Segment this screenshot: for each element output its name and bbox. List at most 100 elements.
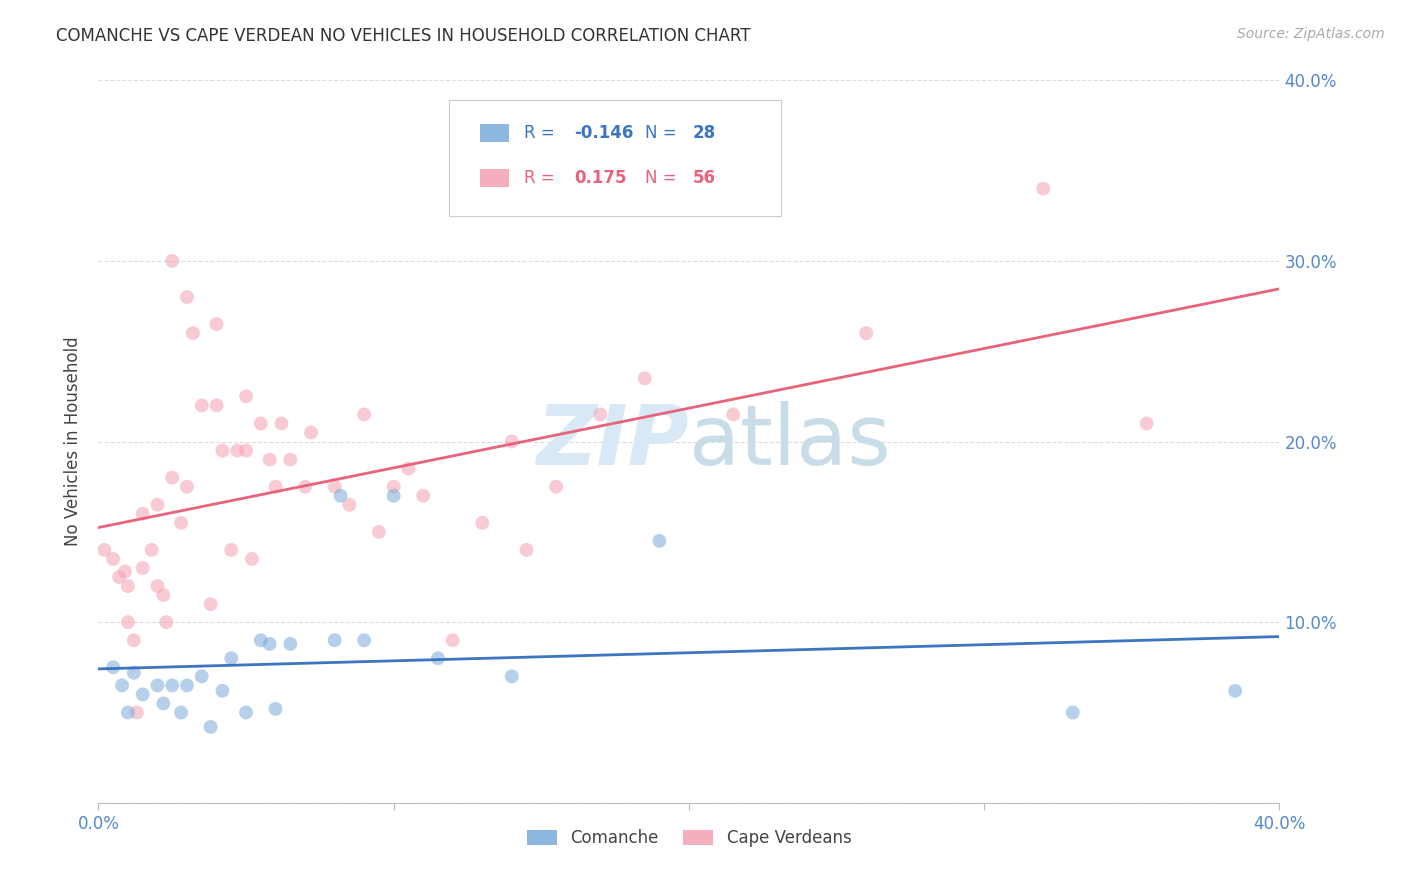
Point <box>353 408 375 422</box>
Point <box>93 542 115 557</box>
Point <box>221 651 243 665</box>
Point <box>235 443 257 458</box>
Point <box>152 697 174 711</box>
Text: -0.146: -0.146 <box>575 124 634 142</box>
Point <box>155 615 177 630</box>
Point <box>191 398 214 412</box>
Point <box>205 398 228 412</box>
Point <box>146 498 169 512</box>
Text: atlas: atlas <box>689 401 890 482</box>
Point <box>162 678 183 692</box>
Point <box>235 706 257 720</box>
Point <box>1136 417 1159 431</box>
Point <box>339 498 361 512</box>
Point <box>501 434 523 449</box>
FancyBboxPatch shape <box>449 100 782 216</box>
Point <box>176 480 198 494</box>
Legend: Comanche, Cape Verdeans: Comanche, Cape Verdeans <box>520 822 858 854</box>
Text: N =: N = <box>645 124 682 142</box>
Point <box>398 461 420 475</box>
Point <box>170 706 193 720</box>
Point <box>132 687 155 701</box>
Text: COMANCHE VS CAPE VERDEAN NO VEHICLES IN HOUSEHOLD CORRELATION CHART: COMANCHE VS CAPE VERDEAN NO VEHICLES IN … <box>56 27 751 45</box>
Point <box>353 633 375 648</box>
Point <box>648 533 671 548</box>
Point <box>264 480 287 494</box>
Point <box>200 597 222 611</box>
Point <box>162 471 183 485</box>
FancyBboxPatch shape <box>479 169 509 186</box>
Text: N =: N = <box>645 169 682 186</box>
Point <box>211 443 233 458</box>
Point <box>122 633 145 648</box>
Point <box>205 317 228 331</box>
Y-axis label: No Vehicles in Household: No Vehicles in Household <box>65 336 83 547</box>
Point <box>368 524 391 539</box>
Point <box>176 678 198 692</box>
Point <box>855 326 877 340</box>
Point <box>1225 683 1247 698</box>
Text: ZIP: ZIP <box>536 401 689 482</box>
Point <box>280 637 302 651</box>
Point <box>1032 182 1054 196</box>
Point <box>211 683 233 698</box>
Text: R =: R = <box>523 124 560 142</box>
Point <box>1062 706 1084 720</box>
Point <box>240 552 263 566</box>
Point <box>191 669 214 683</box>
Point <box>723 408 745 422</box>
Point <box>235 389 257 403</box>
Point <box>323 480 346 494</box>
Point <box>280 452 302 467</box>
Point <box>141 542 163 557</box>
Point <box>176 290 198 304</box>
Point <box>589 408 612 422</box>
Point <box>103 552 125 566</box>
Point <box>103 660 125 674</box>
Text: 28: 28 <box>693 124 716 142</box>
Point <box>125 706 148 720</box>
Point <box>111 678 134 692</box>
Point <box>181 326 204 340</box>
Point <box>200 720 222 734</box>
Point <box>170 516 193 530</box>
Text: 56: 56 <box>693 169 716 186</box>
Text: 0.175: 0.175 <box>575 169 627 186</box>
Point <box>117 615 139 630</box>
Point <box>259 637 281 651</box>
Point <box>427 651 450 665</box>
Point <box>122 665 145 680</box>
Point <box>146 579 169 593</box>
Point <box>294 480 316 494</box>
Point <box>471 516 494 530</box>
Text: Source: ZipAtlas.com: Source: ZipAtlas.com <box>1237 27 1385 41</box>
Point <box>117 579 139 593</box>
Point <box>259 452 281 467</box>
Point <box>501 669 523 683</box>
Point <box>117 706 139 720</box>
Point <box>221 542 243 557</box>
Point <box>152 588 174 602</box>
FancyBboxPatch shape <box>479 124 509 142</box>
Point <box>546 480 568 494</box>
Point <box>132 507 155 521</box>
Point <box>299 425 322 440</box>
Point <box>146 678 169 692</box>
Point <box>250 417 273 431</box>
Point <box>264 702 287 716</box>
Point <box>412 489 434 503</box>
Point <box>270 417 292 431</box>
Point <box>323 633 346 648</box>
Point <box>162 254 183 268</box>
Point <box>382 489 405 503</box>
Point <box>329 489 352 503</box>
Point <box>114 565 136 579</box>
Point <box>382 480 405 494</box>
Point <box>634 371 657 385</box>
Point <box>226 443 249 458</box>
Text: R =: R = <box>523 169 565 186</box>
Point <box>516 542 538 557</box>
Point <box>441 633 464 648</box>
Point <box>108 570 131 584</box>
Point <box>132 561 155 575</box>
